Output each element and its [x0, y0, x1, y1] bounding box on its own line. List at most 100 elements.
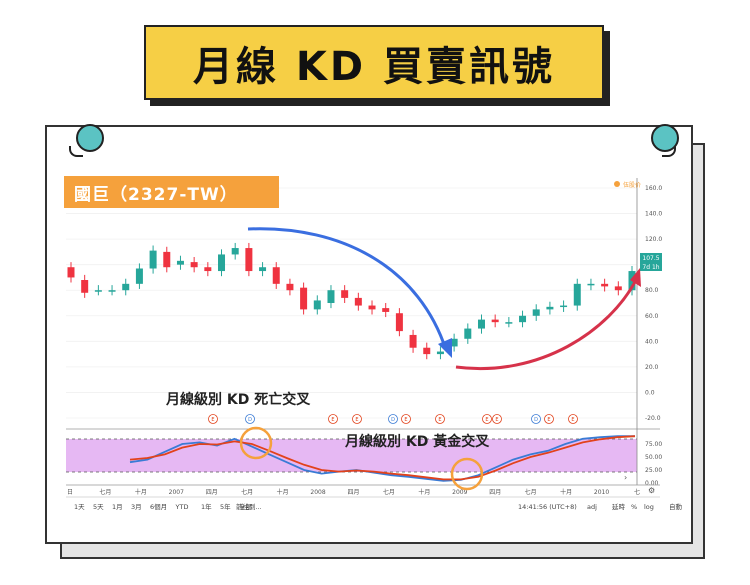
up-arrow-head	[630, 268, 641, 287]
death-cross-highlight	[239, 426, 273, 460]
chart-option[interactable]: adj	[587, 503, 597, 511]
price-tick: 160.0	[645, 185, 662, 192]
price-tick: 120.0	[645, 236, 662, 243]
range-button[interactable]: 1月	[112, 503, 123, 511]
clock-readout: 14:41:56 (UTC+8)	[518, 503, 577, 511]
time-tick: 七月	[383, 488, 395, 496]
time-tick: 七月	[525, 488, 537, 496]
price-tick: 20.0	[645, 364, 659, 371]
event-marker-label: D	[534, 417, 538, 423]
chart-options: adj 延時% log 自動	[587, 502, 683, 511]
kd-tick: 25.00	[645, 467, 662, 474]
candle	[368, 305, 376, 310]
event-marker	[245, 414, 255, 424]
candle	[286, 283, 294, 291]
candle	[436, 351, 444, 355]
candle	[409, 334, 417, 348]
range-button[interactable]: 5年	[220, 502, 231, 511]
grid-lines	[66, 187, 637, 419]
candle	[149, 250, 157, 269]
candle	[108, 290, 116, 292]
stock-name: 國巨（2327-TW）	[74, 184, 238, 205]
candle	[245, 248, 253, 272]
candle	[382, 308, 390, 312]
range-button[interactable]: 全部	[239, 502, 253, 511]
event-marker-label: E	[495, 417, 498, 423]
goto-button: 前往到...	[236, 502, 262, 511]
price-tick: -20.0	[645, 415, 661, 422]
time-tick: 七	[634, 488, 640, 496]
candle	[587, 283, 595, 286]
candle	[300, 287, 308, 310]
candle	[505, 322, 513, 324]
candle	[122, 283, 130, 291]
price-tag-1	[640, 253, 662, 262]
event-marker	[544, 414, 554, 424]
candle	[560, 305, 568, 308]
chart-option[interactable]: 自動	[669, 502, 683, 511]
candle	[204, 267, 212, 272]
chart-option[interactable]: 延時	[612, 502, 626, 511]
candle	[94, 290, 102, 292]
event-marker-label: E	[485, 417, 488, 423]
event-marker-label: E	[355, 417, 358, 423]
range-button[interactable]: YTD	[175, 503, 189, 511]
candle	[491, 319, 499, 323]
price-tick: 80.0	[645, 287, 659, 294]
price-tick: 0.0	[645, 389, 655, 396]
range-toolbar: 1天 5天 1月 3月 6個月 YTD 1年 5年 全部	[74, 502, 253, 511]
indicator-dot	[614, 181, 620, 187]
time-tick: 四月	[347, 489, 359, 496]
event-marker	[388, 414, 398, 424]
candle	[218, 254, 226, 272]
pin-left-stem	[69, 146, 83, 157]
time-tick: 四月	[489, 489, 501, 496]
candle	[450, 338, 458, 347]
time-tick: 十月	[418, 488, 430, 496]
golden-cross-highlight	[450, 457, 484, 491]
time-tick: 2007	[169, 489, 184, 496]
event-marker	[208, 414, 218, 424]
indicator-tag: 伍股价	[623, 181, 641, 189]
time-axis: 日 七月 十月 2007 四月 七月 十月 2008 四月 七月 十月 2009 四月 七月 十月 2010 七	[67, 488, 640, 496]
time-tick: 十月	[560, 488, 572, 496]
page-title: 月線 KD 買賣訊號	[192, 43, 556, 90]
event-marker	[482, 414, 492, 424]
range-button[interactable]: 1天	[74, 503, 85, 511]
candle	[546, 306, 554, 310]
candle	[519, 315, 527, 323]
range-button[interactable]: 1年	[201, 502, 212, 511]
chart-option[interactable]: %	[631, 503, 637, 511]
candle	[135, 268, 143, 284]
chart-option[interactable]: log	[644, 503, 654, 511]
candle	[573, 283, 581, 306]
candle	[395, 313, 403, 332]
range-button[interactable]: 6個月	[150, 502, 167, 511]
kd-tick: 0.00	[645, 480, 659, 487]
time-tick: 十月	[135, 488, 147, 496]
event-marker	[435, 414, 445, 424]
event-marker	[531, 414, 541, 424]
candle	[231, 248, 239, 255]
candle	[341, 290, 349, 298]
price-tag-1-label: 107.5	[642, 255, 659, 262]
range-button[interactable]: 3月	[131, 503, 142, 511]
event-marker	[328, 414, 338, 424]
time-tick: 七月	[241, 488, 253, 496]
candle	[163, 251, 171, 268]
event-marker-label: E	[571, 417, 574, 423]
candle	[272, 267, 280, 284]
kd-tick: 75.00	[645, 441, 662, 448]
event-marker-label: E	[404, 417, 407, 423]
price-tick: 40.0	[645, 338, 659, 345]
candle	[81, 280, 89, 293]
time-tick: 十月	[277, 488, 289, 496]
settings-icon: ⚙	[648, 486, 655, 495]
event-marker	[492, 414, 502, 424]
down-arrow	[247, 227, 448, 351]
range-button[interactable]: 5天	[93, 503, 104, 511]
candle	[532, 309, 540, 316]
price-tag-2-label: 7d 1h	[642, 264, 659, 271]
